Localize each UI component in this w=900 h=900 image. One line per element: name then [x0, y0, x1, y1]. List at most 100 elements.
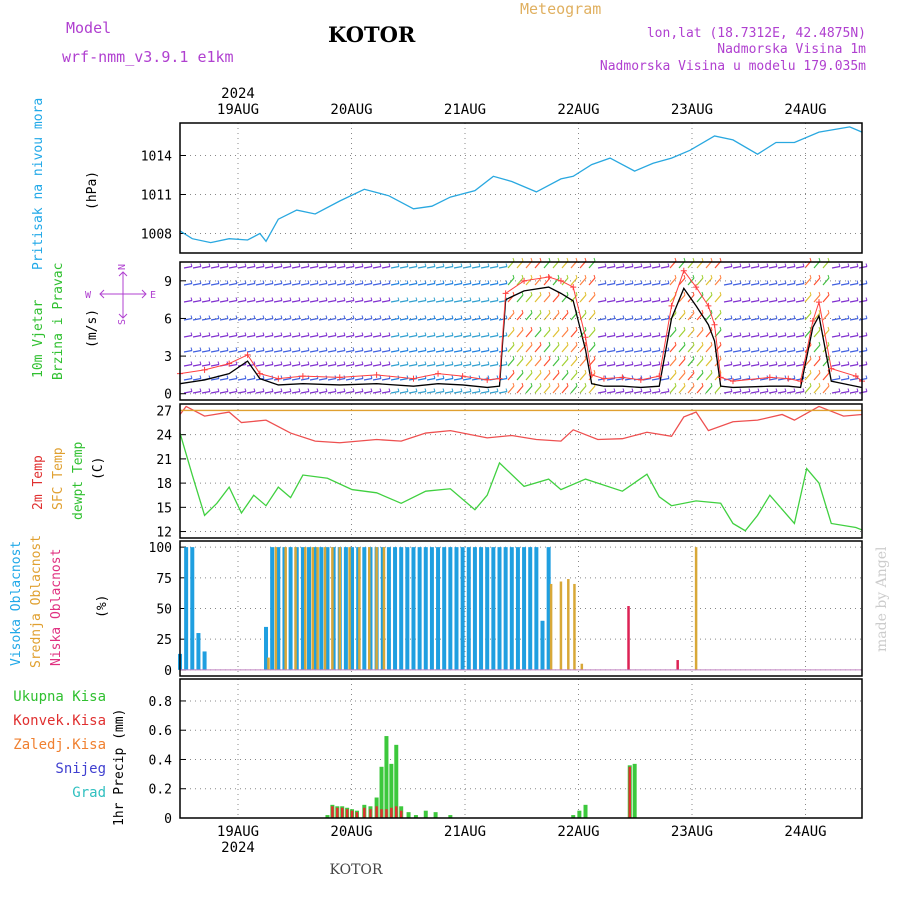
panel-grid: 12 15 18 21 24 27 [156, 404, 862, 541]
panel-wind: 0 3 6 9 [164, 257, 868, 403]
wind-barb [417, 265, 427, 269]
wind-barb [606, 363, 616, 367]
pressure-label: Pritisak na nivou mora [31, 98, 46, 270]
wind-barb-flag [658, 280, 661, 284]
wind-barb-flag [683, 274, 686, 279]
gust-marker [484, 376, 491, 383]
wind-barb [480, 390, 490, 394]
wind-barb [183, 377, 193, 381]
wind-barb [426, 299, 436, 303]
wind-barb-flag [604, 361, 607, 365]
wind-barb [237, 299, 247, 303]
wind-barb [327, 334, 337, 338]
wind-barb [201, 390, 211, 394]
wind-barb-flag [566, 341, 569, 346]
total-bar [379, 766, 384, 818]
conv-bar [375, 806, 378, 818]
wind-barb-flag [649, 361, 652, 365]
wind-barb [705, 358, 713, 367]
wind-barb-flag [190, 263, 193, 267]
y-tick-label: 15 [156, 501, 172, 516]
wind-barb [309, 299, 319, 303]
wind-barb-flag [487, 280, 490, 284]
total-bar [448, 815, 453, 818]
wind-barb-flag [640, 375, 643, 379]
high-bar [497, 547, 502, 670]
wind-barb [444, 349, 454, 353]
wind-barb [525, 372, 533, 381]
wind-barb-flag [253, 388, 256, 392]
wind-barb-flag [548, 257, 551, 262]
wind-barb-flag [451, 297, 454, 301]
wind-barb [282, 390, 292, 394]
wind-barb [678, 329, 686, 338]
year-top: 2024 [221, 86, 255, 102]
wind-barb-flag [548, 309, 551, 314]
wind-barb [498, 282, 508, 286]
high-bar [546, 547, 551, 670]
wind-barb [615, 334, 625, 338]
top-date-label: 21AUG [444, 102, 486, 118]
wind-barb [606, 317, 616, 321]
wind-barb-flag [253, 332, 256, 336]
gust-marker [656, 373, 663, 380]
wind-barb-flag [739, 388, 742, 392]
wind-barb-flag [262, 375, 265, 379]
wind-barb [237, 390, 247, 394]
wind-barb [525, 312, 533, 321]
wind-barb-flag [262, 361, 265, 365]
wind-barb-flag [496, 375, 499, 379]
wind-barb-flag [827, 309, 830, 314]
wind-barb-flag [496, 297, 499, 301]
wind-barb [264, 334, 274, 338]
gust-line [179, 269, 863, 382]
wind-barb [759, 363, 769, 367]
high-bar [399, 547, 404, 670]
wind-barb [651, 334, 661, 338]
wind-barb [201, 299, 211, 303]
wind-barb [453, 363, 463, 367]
cloud-label-high: Visoka Oblacnost [9, 541, 24, 666]
wind-barb [723, 299, 733, 303]
wind-barb [615, 390, 625, 394]
wind-barb-flag [766, 280, 769, 284]
wind-barb [759, 282, 769, 286]
wind-barb [624, 265, 634, 269]
high-bar [491, 547, 496, 670]
wind-barb [507, 372, 515, 381]
wind-barb-flag [667, 263, 670, 267]
wind-barb-flag [478, 361, 481, 365]
wind-barb-flag [521, 355, 524, 360]
wind-barb-flag [397, 297, 400, 301]
wind-barb-flag [521, 326, 524, 331]
total-bar [413, 815, 418, 818]
wind-barb-flag [548, 369, 551, 374]
wind-barb [840, 334, 850, 338]
wind-barb [642, 299, 652, 303]
wind-barb [741, 317, 751, 321]
wind-barb-flag [766, 347, 769, 351]
wind-barb [588, 277, 596, 286]
wind-barb-flag [253, 297, 256, 301]
wind-barb [309, 282, 319, 286]
wind-barb [696, 372, 704, 381]
wind-barb-flag [521, 369, 524, 374]
wind-barb-flag [539, 326, 542, 331]
wind-barb-flag [809, 382, 812, 387]
wind-barb-flag [548, 291, 551, 296]
total-bar [632, 763, 637, 818]
wind-barb-flag [548, 382, 551, 387]
wind-barb-flag [557, 257, 560, 262]
wind-barb-flag [406, 347, 409, 351]
wind-barb-flag [512, 274, 515, 279]
wind-barb [552, 385, 560, 394]
2m-line [179, 405, 863, 444]
wind-barb-flag [307, 347, 310, 351]
wind-barb [543, 344, 551, 353]
wind-barb-flag [244, 332, 247, 336]
panel-frame [179, 403, 863, 539]
wind-barb [561, 385, 569, 394]
credit-watermark: made by Angel [874, 546, 890, 652]
wind-barb-flag [280, 361, 283, 365]
